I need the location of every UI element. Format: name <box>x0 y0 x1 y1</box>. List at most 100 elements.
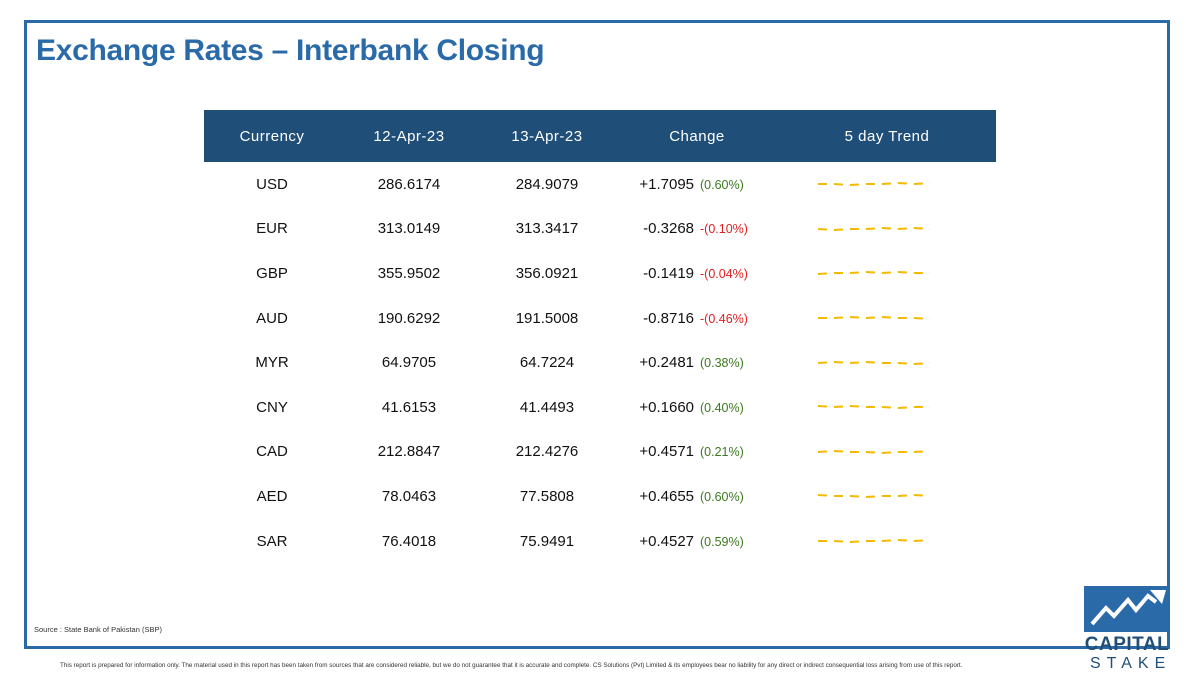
cell-rate-date2: 212.4276 <box>515 443 579 461</box>
trend-sparkline <box>817 494 931 499</box>
table-row: MYR 64.9705 64.7224 +0.2481 (0.38%) <box>204 340 996 385</box>
cell-currency: CAD <box>256 443 288 461</box>
trend-sparkline <box>818 539 931 544</box>
trend-line <box>817 449 931 454</box>
cell-rate-date2: 191.5008 <box>515 309 579 327</box>
table-header-row: Currency 12-Apr-23 13-Apr-23 Change 5 da… <box>204 110 996 162</box>
cell-change: -0.1419 -(0.04%) <box>616 251 778 296</box>
cell-rate-date1: 76.4018 <box>381 532 437 550</box>
trend-line <box>818 539 931 544</box>
table-row: AED 78.0463 77.5808 +0.4655 (0.60%) <box>204 474 996 519</box>
cell-change: -0.3268 -(0.10%) <box>616 207 778 252</box>
trend-line <box>817 360 931 365</box>
header-change: Change <box>669 127 725 145</box>
table-row: CNY 41.6153 41.4493 +0.1660 (0.40%) <box>204 385 996 430</box>
cell-rate-date1: 64.9705 <box>381 354 437 372</box>
change-value: +0.4571 <box>639 443 694 461</box>
cell-rate-date1: 212.8847 <box>377 443 441 461</box>
table-row: CAD 212.8847 212.4276 +0.4571 (0.21%) <box>204 430 996 475</box>
cell-change: +0.1660 (0.40%) <box>616 385 778 430</box>
cell-change: +1.7095 (0.60%) <box>616 162 778 207</box>
change-value: -0.8716 <box>643 309 694 327</box>
table-row: SAR 76.4018 75.9491 +0.4527 (0.59%) <box>204 519 996 564</box>
table-row: GBP 355.9502 356.0921 -0.1419 -(0.04%) <box>204 251 996 296</box>
cell-change: +0.4655 (0.60%) <box>616 474 778 519</box>
cell-trend <box>778 340 996 385</box>
change-value: +0.1660 <box>639 398 694 416</box>
change-value: -0.3268 <box>643 220 694 238</box>
change-percent: -(0.10%) <box>700 222 748 237</box>
trend-line <box>817 405 930 410</box>
exchange-rates-table: Currency 12-Apr-23 13-Apr-23 Change 5 da… <box>204 110 996 563</box>
trend-sparkline <box>817 449 931 454</box>
trend-sparkline <box>818 316 931 321</box>
trend-sparkline <box>817 360 931 365</box>
cell-change: +0.4571 (0.21%) <box>616 430 778 475</box>
change-value: +1.7095 <box>639 175 694 193</box>
table-row: USD 286.6174 284.9079 +1.7095 (0.60%) <box>204 162 996 207</box>
cell-trend <box>778 296 996 341</box>
change-percent: (0.60%) <box>700 489 744 504</box>
page-title: Exchange Rates – Interbank Closing <box>36 34 545 67</box>
cell-trend <box>778 162 996 207</box>
cell-rate-date1: 286.6174 <box>377 175 441 193</box>
trend-sparkline <box>818 182 931 187</box>
cell-currency: AUD <box>256 309 288 327</box>
trend-sparkline <box>817 271 930 276</box>
cell-currency: MYR <box>255 354 289 372</box>
table-row: EUR 313.0149 313.3417 -0.3268 -(0.10%) <box>204 207 996 252</box>
slide-frame <box>24 20 1170 649</box>
logo-text-stake: STAKE <box>1090 655 1172 672</box>
change-value: +0.4655 <box>639 487 694 505</box>
cell-trend <box>778 519 996 564</box>
cell-currency: SAR <box>256 532 288 550</box>
change-value: -0.1419 <box>643 264 694 282</box>
change-percent: (0.38%) <box>700 356 744 371</box>
trend-line <box>818 316 931 321</box>
trend-line <box>817 494 931 499</box>
cell-change: -0.8716 -(0.46%) <box>616 296 778 341</box>
change-percent: (0.21%) <box>700 445 744 460</box>
cell-rate-date2: 284.9079 <box>515 175 579 193</box>
cell-rate-date2: 313.3417 <box>515 220 579 238</box>
header-date2: 13-Apr-23 <box>511 127 583 145</box>
cell-rate-date2: 77.5808 <box>519 487 575 505</box>
cell-currency: GBP <box>256 264 288 282</box>
header-date1: 12-Apr-23 <box>373 127 445 145</box>
change-percent: -(0.46%) <box>700 311 748 326</box>
cell-currency: USD <box>256 175 288 193</box>
cell-trend <box>778 430 996 475</box>
trend-line <box>817 271 930 276</box>
cell-trend <box>778 251 996 296</box>
cell-trend <box>778 207 996 252</box>
source-note: Source : State Bank of Pakistan (SBP) <box>34 625 162 634</box>
change-value: +0.2481 <box>639 354 694 372</box>
cell-rate-date2: 75.9491 <box>519 532 575 550</box>
cell-currency: AED <box>256 487 288 505</box>
cell-rate-date2: 64.7224 <box>519 354 575 372</box>
cell-currency: EUR <box>256 220 288 238</box>
rising-chart-arrow-icon <box>1084 586 1170 632</box>
change-percent: (0.59%) <box>700 534 744 549</box>
trend-line <box>818 182 931 187</box>
cell-trend <box>778 385 996 430</box>
cell-currency: CNY <box>256 398 288 416</box>
cell-rate-date1: 313.0149 <box>377 220 441 238</box>
change-percent: (0.60%) <box>700 177 744 192</box>
table-row: AUD 190.6292 191.5008 -0.8716 -(0.46%) <box>204 296 996 341</box>
logo-text-capital: CAPITAL <box>1084 634 1170 655</box>
change-value: +0.4527 <box>639 532 694 550</box>
cell-rate-date2: 356.0921 <box>515 264 579 282</box>
cell-rate-date2: 41.4493 <box>519 398 575 416</box>
trend-sparkline <box>817 226 931 231</box>
cell-rate-date1: 190.6292 <box>377 309 441 327</box>
cell-rate-date1: 78.0463 <box>381 487 437 505</box>
change-percent: (0.40%) <box>700 400 744 415</box>
cell-trend <box>778 474 996 519</box>
disclaimer: This report is prepared for information … <box>60 662 963 669</box>
capital-stake-logo: CAPITAL STAKE <box>1084 586 1170 673</box>
change-percent: -(0.04%) <box>700 266 748 281</box>
trend-line <box>817 226 931 231</box>
header-trend: 5 day Trend <box>844 127 930 145</box>
cell-change: +0.4527 (0.59%) <box>616 519 778 564</box>
